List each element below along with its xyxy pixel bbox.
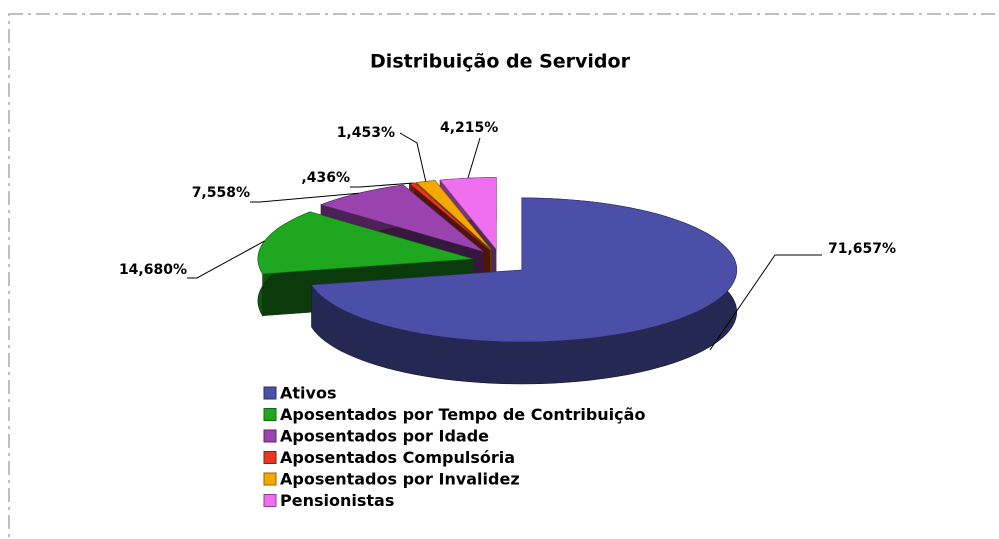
legend-label: Aposentados por Tempo de Contribuição [280, 405, 645, 424]
legend-label: Aposentados Compulsória [280, 448, 515, 467]
data-label: 14,680% [119, 262, 187, 278]
legend-swatch [263, 386, 277, 400]
data-label: 1,453% [337, 125, 395, 141]
leader-line [467, 137, 481, 179]
leader-line [250, 192, 359, 203]
slice-top [310, 197, 738, 343]
legend-swatch [263, 451, 277, 464]
leader-line [709, 254, 822, 351]
legend-label: Aposentados por Idade [280, 427, 489, 446]
leader-line [399, 132, 427, 182]
chart-title: Distribuição de Servidor [370, 51, 631, 73]
data-label: 4,215% [440, 120, 498, 136]
leader-line [350, 182, 413, 188]
pie-slice [310, 197, 738, 385]
legend-swatch [263, 472, 277, 486]
frame [8, 13, 999, 539]
legend-label: Ativos [280, 384, 336, 403]
legend-label: Pensionistas [280, 491, 394, 510]
legend-label: Aposentados por Invalidez [280, 470, 520, 489]
legend-swatch [263, 494, 277, 507]
legend-swatch [263, 429, 277, 443]
legend-swatch [263, 408, 277, 421]
data-label: 71,657% [828, 241, 896, 257]
data-label: 7,558% [192, 185, 250, 201]
data-label: ,436% [301, 170, 350, 186]
leader-line [187, 240, 265, 279]
